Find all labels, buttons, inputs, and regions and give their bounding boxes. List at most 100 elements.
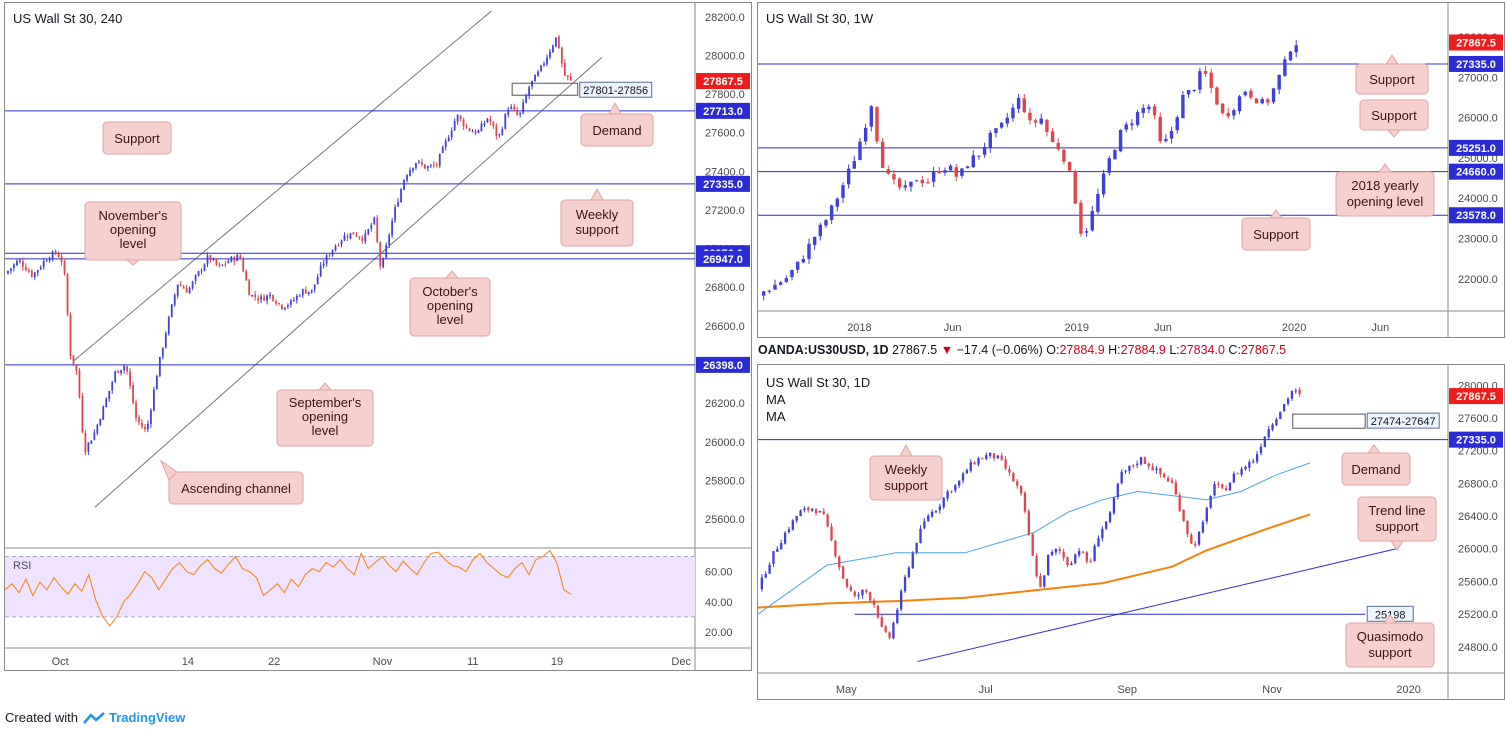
rsi-y-tick-label: 40.00 [705,597,733,609]
candle [1085,552,1089,562]
candle [884,626,887,632]
candle [1260,99,1264,104]
candle [1124,124,1128,130]
callout-november-line1: November's [99,208,168,223]
candle [1079,202,1083,234]
candle [1283,404,1286,411]
candle [1062,551,1065,558]
candle [385,245,388,258]
candle [1283,59,1287,76]
open-value: 27884.9 [1059,343,1105,357]
daily-callout-quasimodo-line2: support [1368,645,1412,660]
candle [1135,112,1140,125]
candle [66,274,69,315]
down-arrow-icon: ▼ [940,343,954,357]
candle [852,161,857,169]
candle [1186,520,1189,534]
candle [33,272,36,278]
candle [84,432,87,453]
callout-ascending-channel-text: Ascending channel [181,481,291,496]
candle [489,118,492,123]
candle [903,185,907,188]
zone-label: 27474-27647 [1371,416,1436,428]
candle [801,259,806,263]
weekly-callout-yearly-opening: 2018 yearly opening level [1335,163,1435,217]
candle [863,127,868,142]
candle [772,551,775,565]
h4-chart-title: US Wall St 30, 240 [13,11,122,26]
candle [516,110,519,115]
candle [310,289,313,293]
candle [394,206,396,221]
x-tick-label: Jun [1372,322,1390,334]
price-tag-label: 27867.5 [1456,38,1496,50]
candle [1271,424,1274,430]
candle [822,511,825,514]
callout-october-line3: level [437,312,464,327]
candle [236,255,239,261]
candle [555,37,557,47]
candle [486,118,489,123]
trend-line [917,548,1397,663]
candle [914,180,919,182]
candle [969,462,972,471]
y-tick-label: 25800.0 [705,475,745,487]
candle [896,610,899,624]
candle [1254,98,1259,104]
candle [1067,162,1072,171]
daily-chart[interactable]: US Wall St 30, 1D MA MA 24800.0 25200.0 25… [758,365,1504,699]
candle [87,442,90,452]
candle [872,600,876,605]
y-tick-label: 28200.0 [705,12,745,24]
candle [432,164,435,166]
candle [69,315,72,357]
candle [1039,118,1043,124]
candle [27,270,30,272]
candle [1263,436,1266,447]
candle [1170,480,1174,483]
candle [1056,142,1060,150]
candle [170,304,173,317]
candle [1143,457,1147,464]
candle [281,304,283,309]
candle [117,370,120,373]
candle [1288,51,1293,61]
price-tag [696,356,750,373]
candle [295,295,298,301]
candle [892,174,896,180]
weekly-callout-support-2-text: Support [1371,108,1417,123]
candle [531,80,533,87]
candle [39,267,42,270]
x-tick-label: Jul [979,684,993,696]
y-tick-label: 27400.0 [705,166,745,178]
candle [926,182,930,184]
x-tick-label: 2018 [847,322,871,334]
tradingview-link[interactable]: TradingView [108,710,186,725]
candle [1050,131,1055,143]
candle [934,511,938,513]
x-tick-label: 19 [551,656,563,668]
daily-callout-weekly-line2: support [884,478,928,493]
candle [328,254,331,256]
zone-label: 27801-27856 [583,85,648,97]
candle [352,232,355,235]
candle [81,396,84,433]
weekly-callout-yearly-line2: opening level [1347,194,1424,209]
candle [543,63,545,66]
candle [438,153,441,166]
weekly-callout-support-2: Support [1359,99,1429,138]
candle [1174,482,1178,495]
h4-chart[interactable]: US Wall St 30, 240 25600.0 25800.0 26000.0… [5,3,751,670]
zone-label-box [579,81,653,98]
candle [325,255,328,264]
y-tick-label: 27600.0 [705,128,745,140]
candle [903,576,907,592]
y-tick-label: 25600.0 [1458,576,1498,588]
candle [60,256,63,263]
price-tag [696,250,750,267]
weekly-chart[interactable]: US Wall St 30, 1W 22000.0 23000.0 24000.0 2… [758,3,1504,337]
candle [1028,112,1032,121]
candle [981,458,984,460]
callout-september-line3: level [312,423,339,438]
candle [513,106,516,110]
